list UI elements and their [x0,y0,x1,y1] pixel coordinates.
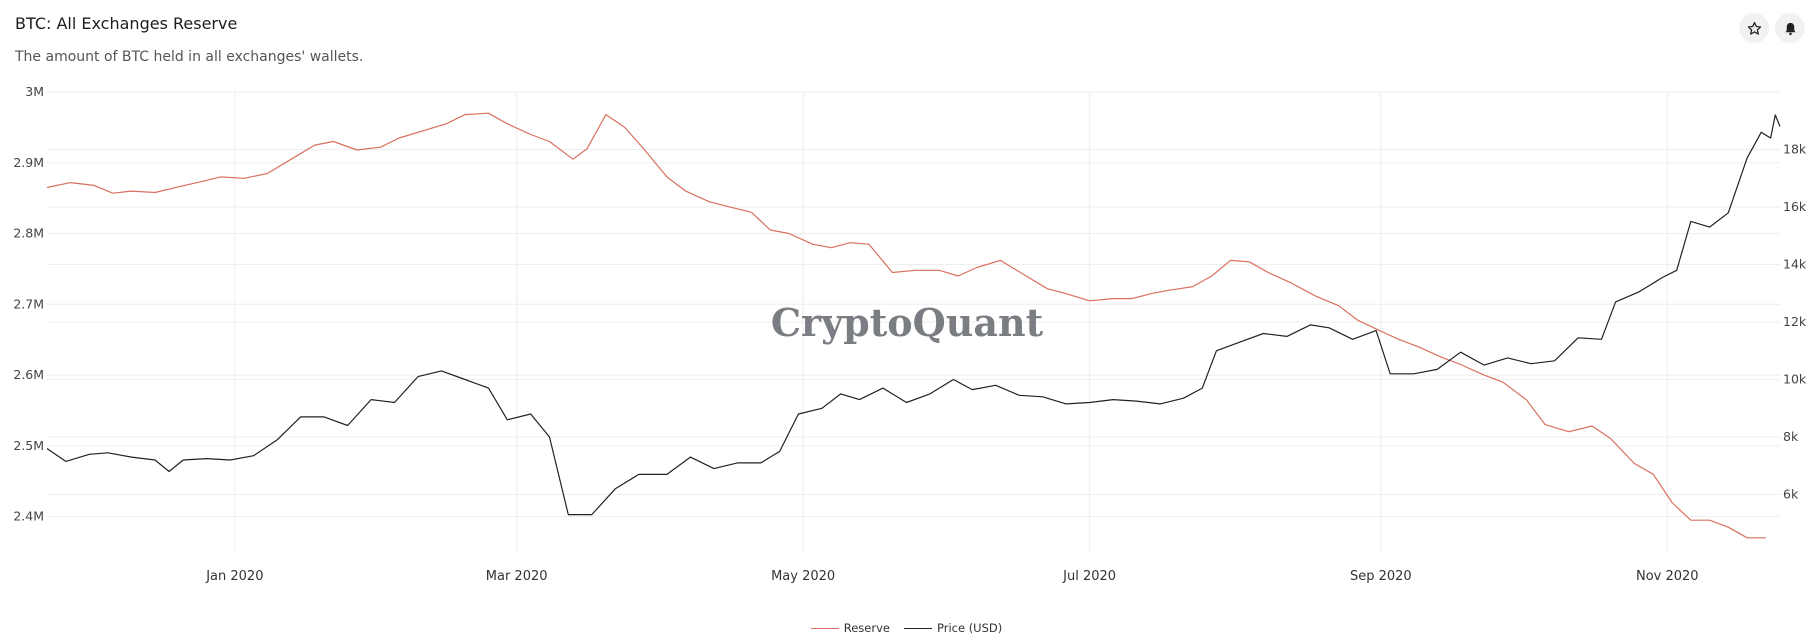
legend-swatch [810,627,839,629]
page-subtitle: The amount of BTC held in all exchanges'… [15,49,364,65]
y-left-tick-label: 2.9M [13,155,44,170]
y-right-tick-label: 14k [1783,257,1807,272]
bell-icon [1785,22,1795,35]
y-left-tick-label: 2.4M [13,509,44,524]
legend-label: Price (USD) [936,621,1003,635]
y-left-tick-label: 3M [25,84,44,99]
legend-label: Reserve [843,621,890,635]
watermark: CryptoQuant [771,300,1044,345]
legend: Reserve Price (USD) [0,621,1813,635]
y-left-tick-label: 2.7M [13,296,44,311]
x-tick-label: Nov 2020 [1636,569,1699,584]
y-axis-right: 6k 8k 10k 12k 14k 16k 18k [1783,142,1807,502]
x-axis: Jan 2020 Mar 2020 May 2020 Jul 2020 Sep 2020… [205,569,1698,584]
page-title: BTC: All Exchanges Reserve [15,14,238,33]
y-right-tick-label: 10k [1783,372,1807,387]
x-tick-label: Mar 2020 [486,569,548,584]
alert-button[interactable] [1775,13,1805,43]
y-axis-left: 2.4M 2.5M 2.6M 2.7M 2.8M 2.9M 3M [13,84,44,524]
favorite-button[interactable] [1739,13,1769,43]
star-icon [1747,21,1761,35]
y-left-tick-label: 2.5M [13,438,44,453]
chart-grid [47,91,1780,552]
legend-item-reserve[interactable]: Reserve [810,621,890,635]
y-left-tick-label: 2.8M [13,226,44,241]
series-line-price-usd [46,114,1781,516]
chart-series [46,112,1781,539]
legend-item-price[interactable]: Price (USD) [903,621,1003,635]
x-tick-label: Sep 2020 [1350,569,1412,584]
y-right-tick-label: 6k [1783,487,1799,502]
y-right-tick-label: 18k [1783,142,1807,157]
y-right-tick-label: 8k [1783,429,1799,444]
x-tick-label: Jul 2020 [1062,569,1116,584]
y-right-tick-label: 12k [1783,314,1807,329]
y-right-tick-label: 16k [1783,199,1807,214]
y-left-tick-label: 2.6M [13,367,44,382]
x-tick-label: May 2020 [771,569,835,584]
legend-swatch [903,627,932,629]
series-line-reserve [46,112,1766,539]
x-tick-label: Jan 2020 [205,569,263,584]
